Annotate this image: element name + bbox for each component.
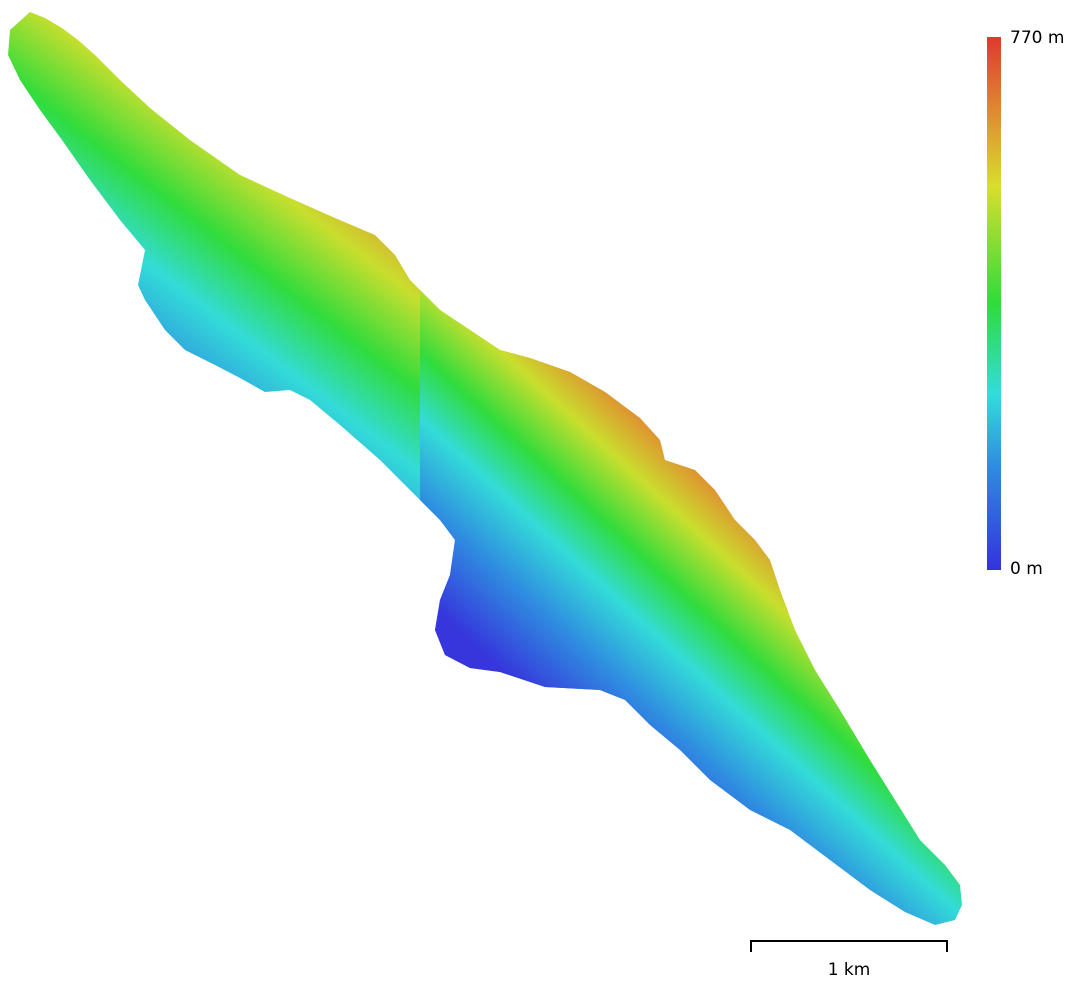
legend-max-label: 770 m (1010, 28, 1065, 48)
scale-bar-label: 1 km (827, 960, 871, 980)
elevation-legend-colorbar (987, 37, 1001, 570)
scale-bar (750, 940, 948, 952)
legend-min-label: 0 m (1010, 559, 1043, 579)
